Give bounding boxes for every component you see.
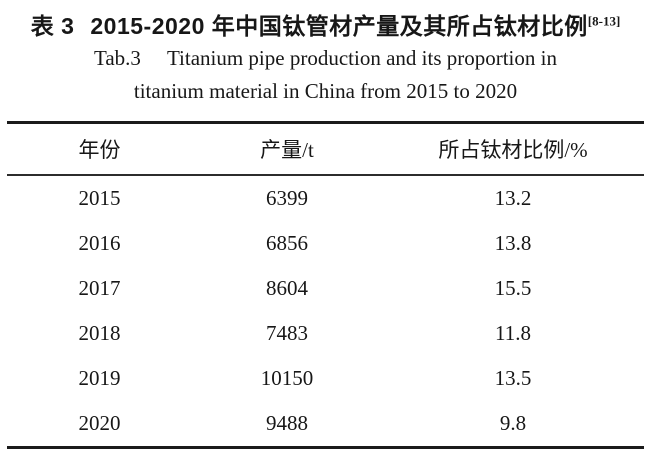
table-row: 2017 8604 15.5 [7, 266, 644, 311]
cell-production: 7483 [266, 321, 308, 345]
table-row: 2018 7483 11.8 [7, 311, 644, 356]
column-header-proportion: 所占钛材比例/% [382, 122, 644, 176]
table-header-row: 年份 产量/t 所占钛材比例/% [7, 122, 644, 176]
column-header-production: 产量/t [192, 122, 382, 176]
table-number-en: Tab.3 [94, 46, 141, 70]
reference-superscript: [8-13] [587, 13, 621, 29]
cell-year: 2017 [78, 276, 121, 300]
cell-production: 8604 [266, 276, 308, 300]
cell-year: 2015 [78, 186, 121, 210]
cell-year: 2019 [78, 366, 121, 390]
production-table: 年份 产量/t 所占钛材比例/% 2015 6399 13.2 2016 685… [7, 121, 644, 449]
column-header-year: 年份 [7, 122, 192, 176]
table-title-zh: 表 3 2015-2020 年中国钛管材产量及其所占钛材比例[8-13] [0, 10, 651, 42]
table-title-en-line1: Tab.3 Titanium pipe production and its pr… [0, 42, 651, 75]
cell-proportion: 13.5 [494, 366, 532, 390]
table-title-en-line2: titanium material in China from 2015 to … [133, 79, 518, 103]
cell-proportion: 13.2 [494, 186, 532, 210]
cell-year: 2016 [78, 231, 121, 255]
cell-production: 6399 [266, 186, 308, 210]
cell-year: 2018 [78, 321, 121, 345]
cell-production: 9488 [266, 411, 308, 435]
table-title-en-text: Titanium pipe production and its proport… [166, 46, 557, 70]
cell-proportion: 15.5 [494, 276, 532, 300]
table-title-zh-text: 2015-2020 年中国钛管材产量及其所占钛材比例 [90, 13, 588, 39]
table-row: 2015 6399 13.2 [7, 175, 644, 221]
cell-proportion: 11.8 [495, 321, 531, 345]
table-row: 2020 9488 9.8 [7, 401, 644, 448]
cell-production: 10150 [260, 366, 314, 390]
cell-proportion: 13.8 [494, 231, 532, 255]
table-row: 2016 6856 13.8 [7, 221, 644, 266]
cell-year: 2020 [78, 411, 121, 435]
cell-production: 6856 [266, 231, 308, 255]
table-number-zh: 表 3 [30, 13, 75, 39]
cell-proportion: 9.8 [499, 411, 527, 435]
table-row: 2019 10150 13.5 [7, 356, 644, 401]
